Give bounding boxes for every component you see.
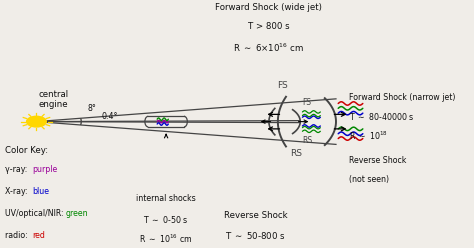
Text: FS: FS — [277, 81, 288, 90]
Text: Reverse Shock: Reverse Shock — [224, 211, 287, 220]
Text: internal shocks: internal shocks — [136, 194, 196, 203]
Text: Forward Shock (narrow jet): Forward Shock (narrow jet) — [349, 93, 456, 102]
Circle shape — [27, 116, 46, 127]
Text: radio:: radio: — [5, 231, 30, 240]
Text: green: green — [66, 209, 89, 218]
Text: γ-ray:: γ-ray: — [5, 165, 30, 174]
Text: R $\sim$ 6$\times$10$^{16}$ cm: R $\sim$ 6$\times$10$^{16}$ cm — [234, 42, 304, 54]
Text: Reverse Shock: Reverse Shock — [349, 156, 407, 165]
Text: 0.4°: 0.4° — [101, 112, 118, 121]
Text: RS: RS — [290, 149, 302, 158]
Text: purple: purple — [32, 165, 57, 174]
Text: RS: RS — [302, 136, 312, 145]
Text: T $\sim$ 80-40000 s: T $\sim$ 80-40000 s — [349, 111, 415, 122]
Text: T $\sim$ 50-800 s: T $\sim$ 50-800 s — [225, 230, 286, 242]
Text: T > 800 s: T > 800 s — [248, 23, 290, 31]
Text: red: red — [32, 231, 45, 240]
Text: R $\sim$ 10$^{16}$ cm: R $\sim$ 10$^{16}$ cm — [139, 233, 193, 245]
Text: Forward Shock (wide jet): Forward Shock (wide jet) — [216, 3, 322, 12]
Text: UV/optical/NIR:: UV/optical/NIR: — [5, 209, 66, 218]
Text: X-ray:: X-ray: — [5, 187, 30, 196]
Text: R $\sim$ 10$^{18}$: R $\sim$ 10$^{18}$ — [349, 130, 388, 142]
Text: FS: FS — [302, 98, 311, 107]
Text: T $\sim$ 0-50 s: T $\sim$ 0-50 s — [143, 214, 189, 224]
Text: 8°: 8° — [88, 104, 97, 113]
Text: central: central — [39, 91, 69, 99]
Text: Color Key:: Color Key: — [5, 146, 48, 155]
Text: blue: blue — [32, 187, 49, 196]
Text: (not seen): (not seen) — [349, 175, 390, 184]
Text: engine: engine — [39, 100, 68, 109]
